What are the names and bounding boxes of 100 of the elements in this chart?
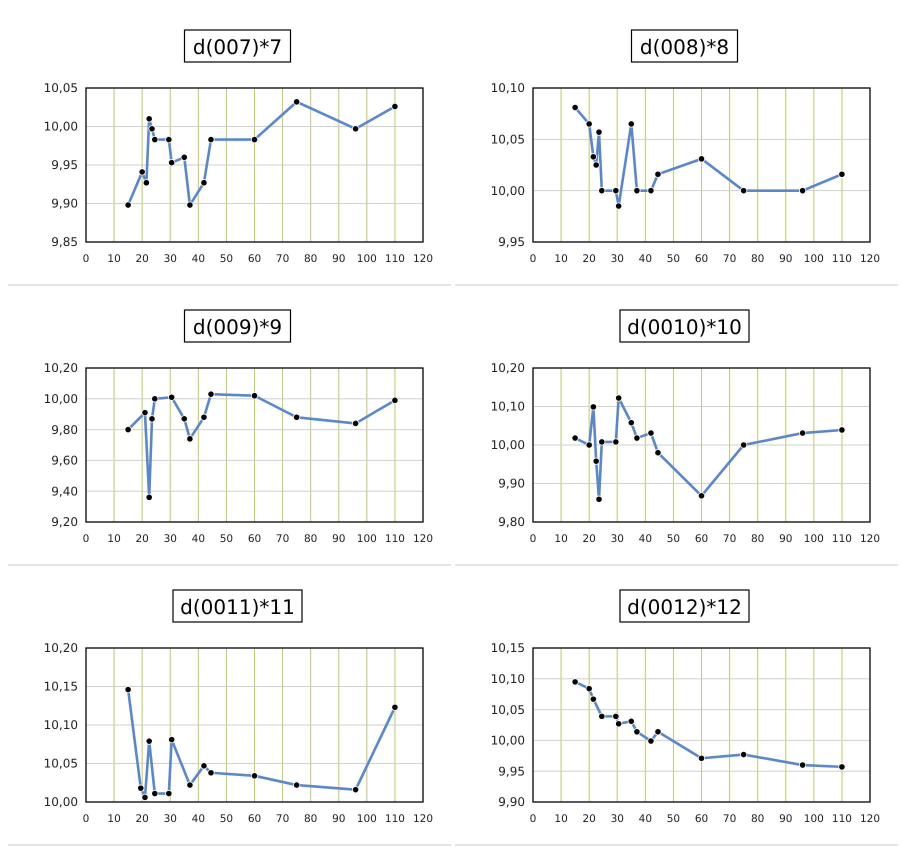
x-tick-label: 120 xyxy=(412,253,434,265)
x-tick-label: 90 xyxy=(332,813,346,825)
x-tick-label: 50 xyxy=(666,533,680,545)
x-tick-label: 70 xyxy=(722,533,736,545)
y-tick-label: 10,00 xyxy=(44,392,78,406)
x-tick-label: 70 xyxy=(276,253,290,265)
x-tick-label: 80 xyxy=(750,253,764,265)
x-tick-label: 30 xyxy=(610,533,624,545)
x-tick-label: 80 xyxy=(304,253,318,265)
x-tick-label: 90 xyxy=(332,533,346,545)
x-tick-label: 40 xyxy=(638,253,652,265)
x-tick-label: 30 xyxy=(164,253,177,265)
y-tick-label: 10,00 xyxy=(44,120,78,134)
y-tick-label: 9,60 xyxy=(51,454,78,468)
x-tick-label: 20 xyxy=(135,533,149,545)
chart-title: d(0011)*11 xyxy=(180,595,295,619)
y-tick-label: 10,20 xyxy=(44,361,78,376)
x-tick-label: 120 xyxy=(860,533,880,545)
x-tick-label: 10 xyxy=(554,253,568,265)
y-tick-label: 10,10 xyxy=(44,718,78,732)
y-tick-label: 10,20 xyxy=(44,641,78,656)
chart-title: d(0010)*10 xyxy=(627,315,742,339)
y-tick-label: 10,00 xyxy=(490,734,525,748)
x-tick-label: 0 xyxy=(82,813,90,825)
y-tick-label: 9,90 xyxy=(51,196,78,211)
x-tick-label: 100 xyxy=(804,813,824,825)
x-tick-label: 0 xyxy=(530,253,536,265)
x-tick-label: 80 xyxy=(304,533,318,545)
chart-title: d(0012)*12 xyxy=(627,595,742,619)
x-tick-label: 80 xyxy=(750,533,764,545)
y-tick-label: 9,40 xyxy=(51,484,78,498)
x-tick-label: 70 xyxy=(722,813,736,825)
x-tick-label: 40 xyxy=(192,253,206,265)
x-tick-label: 10 xyxy=(554,533,568,545)
y-tick-label: 9,90 xyxy=(498,795,525,810)
x-tick-label: 20 xyxy=(582,253,596,265)
x-tick-label: 70 xyxy=(276,533,290,545)
x-tick-label: 60 xyxy=(694,813,708,825)
y-tick-label: 9,90 xyxy=(498,476,525,491)
x-tick-label: 20 xyxy=(582,813,596,825)
x-tick-label: 80 xyxy=(750,813,764,825)
y-tick-label: 10,05 xyxy=(44,756,78,771)
x-tick-label: 110 xyxy=(384,533,405,545)
x-tick-label: 110 xyxy=(384,253,405,265)
y-tick-label: 10,05 xyxy=(490,702,525,717)
x-tick-label: 40 xyxy=(192,813,206,825)
chart-title: d(007)*7 xyxy=(192,35,282,59)
y-tick-label: 10,00 xyxy=(44,795,78,810)
y-tick-label: 10,15 xyxy=(44,680,78,694)
x-tick-label: 70 xyxy=(276,813,290,825)
x-tick-label: 60 xyxy=(694,533,708,545)
x-tick-label: 90 xyxy=(332,253,346,265)
x-tick-label: 0 xyxy=(530,533,536,545)
x-tick-label: 90 xyxy=(779,533,792,545)
x-tick-label: 80 xyxy=(304,813,318,825)
y-tick-label: 10,00 xyxy=(490,184,525,198)
x-tick-label: 30 xyxy=(164,813,177,825)
y-tick-label: 9,95 xyxy=(51,158,78,172)
y-tick-label: 9,20 xyxy=(51,515,78,530)
y-tick-label: 9,80 xyxy=(51,422,78,437)
x-tick-label: 30 xyxy=(164,533,177,545)
x-tick-label: 60 xyxy=(248,813,262,825)
x-tick-label: 50 xyxy=(220,533,234,545)
y-tick-label: 10,00 xyxy=(490,438,525,452)
y-tick-label: 10,10 xyxy=(490,81,525,96)
y-tick-label: 10,05 xyxy=(44,81,78,96)
x-tick-label: 40 xyxy=(192,533,206,545)
x-tick-label: 50 xyxy=(220,253,234,265)
x-tick-label: 0 xyxy=(82,533,90,545)
x-tick-label: 110 xyxy=(832,533,852,545)
x-tick-label: 110 xyxy=(832,253,852,265)
x-tick-label: 110 xyxy=(832,813,852,825)
y-tick-label: 9,80 xyxy=(498,515,525,530)
x-tick-label: 50 xyxy=(666,253,680,265)
x-tick-label: 70 xyxy=(722,253,736,265)
x-tick-label: 0 xyxy=(530,813,536,825)
x-tick-label: 40 xyxy=(638,533,652,545)
x-tick-label: 90 xyxy=(779,253,792,265)
x-tick-label: 100 xyxy=(356,813,377,825)
y-tick-label: 10,20 xyxy=(490,361,525,376)
y-tick-label: 9,85 xyxy=(51,235,78,250)
x-tick-label: 120 xyxy=(412,813,434,825)
x-tick-label: 100 xyxy=(356,533,377,545)
x-tick-label: 110 xyxy=(384,813,405,825)
x-tick-label: 30 xyxy=(610,253,624,265)
x-tick-label: 0 xyxy=(82,253,90,265)
x-tick-label: 20 xyxy=(582,533,596,545)
x-tick-label: 10 xyxy=(107,533,121,545)
x-tick-label: 100 xyxy=(804,253,824,265)
x-tick-label: 120 xyxy=(412,533,434,545)
x-tick-label: 120 xyxy=(860,253,880,265)
x-tick-label: 60 xyxy=(248,533,262,545)
x-tick-label: 40 xyxy=(638,813,652,825)
y-tick-label: 10,10 xyxy=(490,400,525,414)
chart-title: d(008)*8 xyxy=(640,35,730,59)
x-tick-label: 10 xyxy=(107,813,121,825)
chart-title: d(009)*9 xyxy=(192,315,282,339)
y-tick-label: 10,15 xyxy=(490,641,525,656)
x-tick-label: 100 xyxy=(804,533,824,545)
x-tick-label: 50 xyxy=(220,813,234,825)
